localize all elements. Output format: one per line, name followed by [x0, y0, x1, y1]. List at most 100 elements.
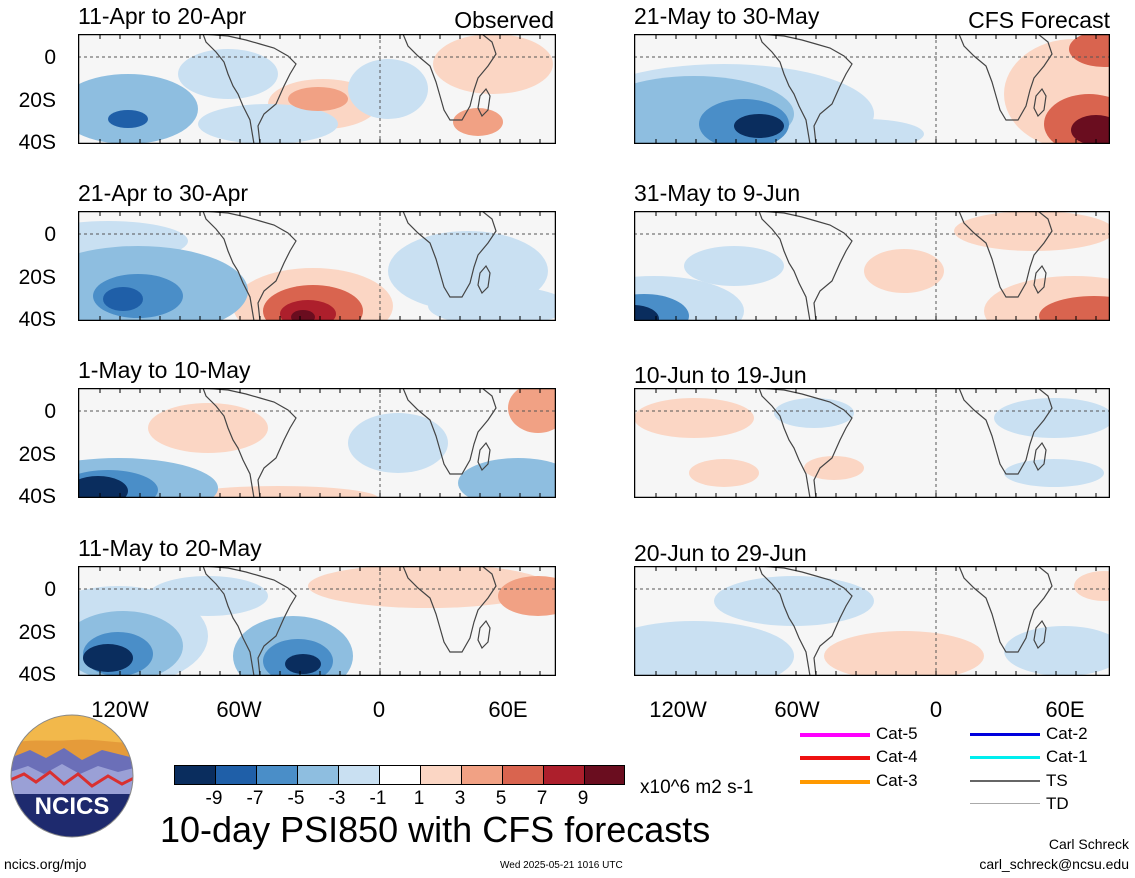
coastline	[202, 566, 297, 676]
colorbar-label: -7	[246, 788, 264, 809]
author-name: Carl Schreck	[1048, 836, 1129, 852]
colorbar-label: -3	[328, 788, 346, 809]
panel-title: 31-May to 9-Jun	[634, 180, 801, 206]
x-tick-label: 60W	[774, 697, 820, 722]
colorbar-swatch	[584, 765, 625, 785]
positive-anomaly-contour	[498, 576, 556, 616]
panel-title: 11-Apr to 20-Apr	[78, 3, 247, 29]
negative-anomaly-contour	[458, 458, 556, 498]
negative-anomaly-contour	[83, 644, 133, 672]
coastline	[402, 388, 497, 475]
y-tick-label: 0	[44, 400, 56, 423]
map-frame	[78, 34, 556, 144]
colorbar-label: 9	[577, 788, 589, 809]
psi-map-panel	[78, 211, 556, 321]
coastline	[477, 619, 491, 650]
y-tick-label: 40S	[18, 308, 56, 331]
colorbar-swatch	[256, 765, 297, 785]
colorbar-label: -1	[369, 788, 387, 809]
map-frame	[78, 566, 556, 676]
negative-anomaly-contour	[1004, 626, 1110, 676]
positive-anomaly-contour	[148, 403, 268, 453]
positive-anomaly-contour	[864, 249, 944, 293]
map-frame	[634, 388, 1110, 498]
negative-anomaly-contour	[634, 305, 659, 321]
positive-anomaly-contour	[1074, 571, 1110, 601]
coastline	[477, 441, 491, 472]
colorbar-swatch	[338, 765, 379, 785]
colorbar-swatch	[461, 765, 502, 785]
colorbar-swatch	[543, 765, 584, 785]
coastline	[958, 388, 1053, 475]
negative-anomaly-contour	[734, 114, 784, 138]
x-tick-label: 0	[929, 697, 943, 722]
logo-text: NCICS	[35, 793, 110, 820]
negative-anomaly-contour	[1004, 459, 1104, 487]
positive-anomaly-contour	[508, 388, 556, 433]
panel-title: 20-Jun to 29-Jun	[634, 540, 807, 566]
positive-anomaly-contour	[288, 87, 348, 111]
y-tick-label: 0	[44, 46, 56, 69]
legend-line	[970, 803, 1040, 804]
coastline	[1033, 619, 1047, 650]
x-tick-label: 120W	[649, 697, 707, 722]
colorbar-swatch	[379, 765, 420, 785]
negative-anomaly-contour	[198, 104, 338, 144]
colorbar-units: x10^6 m2 s-1	[640, 777, 754, 798]
coastline	[1033, 441, 1047, 472]
negative-anomaly-contour	[348, 59, 428, 119]
negative-anomaly-contour	[994, 398, 1110, 438]
coastline	[402, 566, 497, 653]
psi-map-panel	[634, 34, 1110, 144]
positive-anomaly-contour	[804, 456, 864, 480]
panel-title: 10-Jun to 19-Jun	[634, 362, 807, 388]
psi-map-panel	[634, 566, 1110, 676]
colorbar-swatch	[174, 765, 215, 785]
legend-label: Cat-5	[876, 724, 918, 743]
panel-title: 21-Apr to 30-Apr	[78, 180, 249, 206]
colorbar-label: -5	[287, 788, 305, 809]
legend-label: Cat-4	[876, 747, 918, 766]
x-tick-label: 60E	[488, 697, 528, 722]
negative-anomaly-contour	[108, 110, 148, 128]
legend-line	[970, 756, 1040, 759]
colorbar-swatch	[420, 765, 461, 785]
map-frame	[78, 388, 556, 498]
coastline	[1033, 87, 1047, 118]
legend-line	[800, 780, 870, 784]
author-email: carl_schreck@ncsu.edu	[979, 856, 1129, 872]
negative-anomaly-contour	[684, 246, 784, 286]
forecast-header: CFS Forecast	[968, 7, 1110, 33]
coastline	[477, 264, 491, 295]
coastline	[958, 211, 1053, 298]
psi-map-panel	[78, 388, 556, 498]
footer-url: ncics.org/mjo	[4, 856, 87, 872]
negative-anomaly-contour	[714, 576, 874, 626]
positive-anomaly-contour	[634, 398, 754, 438]
colorbar-label: 3	[454, 788, 466, 809]
x-tick-label: 60W	[216, 697, 262, 722]
negative-anomaly-contour	[804, 119, 924, 144]
colorbar-label: -9	[205, 788, 223, 809]
colorbar-swatch	[297, 765, 338, 785]
coastline	[402, 34, 497, 121]
colorbar-label: 7	[536, 788, 548, 809]
footer-timestamp: Wed 2025-05-21 1016 UTC	[500, 860, 623, 871]
y-tick-label: 0	[44, 578, 56, 601]
negative-anomaly-contour	[103, 287, 143, 311]
colorbar	[174, 765, 625, 785]
positive-anomaly-contour	[954, 211, 1110, 251]
y-tick-label: 20S	[18, 443, 56, 466]
legend-label: TS	[1046, 771, 1068, 790]
y-tick-label: 40S	[18, 485, 56, 508]
negative-anomaly-contour	[78, 74, 198, 144]
legend-label: Cat-2	[1046, 724, 1088, 743]
negative-anomaly-contour	[774, 398, 854, 428]
psi-map-panel	[78, 34, 556, 144]
y-tick-label: 20S	[18, 89, 56, 112]
legend-line	[970, 780, 1040, 782]
positive-anomaly-contour	[291, 310, 315, 321]
coastline	[758, 388, 853, 498]
coastline	[202, 34, 297, 144]
coastline	[758, 566, 853, 676]
